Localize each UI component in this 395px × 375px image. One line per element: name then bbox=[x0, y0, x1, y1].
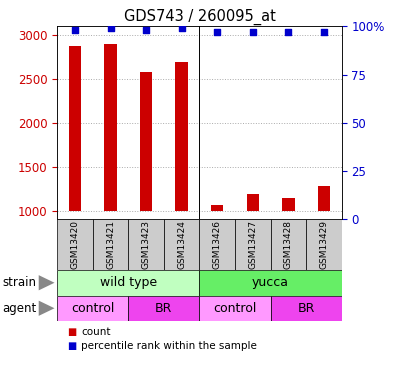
Point bbox=[214, 29, 220, 35]
Text: GSM13421: GSM13421 bbox=[106, 220, 115, 269]
Text: ■: ■ bbox=[67, 327, 76, 337]
Bar bbox=[282, 198, 295, 211]
Bar bbox=[128, 219, 164, 270]
Text: GSM13428: GSM13428 bbox=[284, 220, 293, 269]
Text: control: control bbox=[71, 302, 115, 315]
Text: strain: strain bbox=[2, 276, 36, 289]
Text: GSM13423: GSM13423 bbox=[142, 220, 150, 269]
Point bbox=[143, 27, 149, 33]
Bar bbox=[128, 296, 199, 321]
Bar bbox=[235, 219, 271, 270]
Polygon shape bbox=[39, 301, 55, 316]
Point bbox=[321, 29, 327, 35]
Bar bbox=[246, 194, 259, 211]
Bar bbox=[318, 186, 330, 211]
Point bbox=[72, 27, 78, 33]
Text: BR: BR bbox=[155, 302, 173, 315]
Text: GSM13427: GSM13427 bbox=[248, 220, 257, 269]
Text: agent: agent bbox=[2, 302, 36, 315]
Point bbox=[107, 25, 114, 31]
Bar bbox=[57, 296, 128, 321]
Bar bbox=[199, 296, 271, 321]
Point bbox=[250, 29, 256, 35]
Bar bbox=[175, 62, 188, 211]
Text: BR: BR bbox=[297, 302, 315, 315]
Bar bbox=[69, 46, 81, 211]
Text: GSM13426: GSM13426 bbox=[213, 220, 222, 269]
Text: count: count bbox=[81, 327, 111, 337]
Text: yucca: yucca bbox=[252, 276, 289, 289]
Point bbox=[179, 25, 185, 31]
Text: GSM13429: GSM13429 bbox=[320, 220, 328, 269]
Bar bbox=[164, 219, 199, 270]
Text: GSM13424: GSM13424 bbox=[177, 220, 186, 269]
Text: percentile rank within the sample: percentile rank within the sample bbox=[81, 341, 257, 351]
Text: GSM13420: GSM13420 bbox=[71, 220, 79, 269]
Bar bbox=[306, 219, 342, 270]
Title: GDS743 / 260095_at: GDS743 / 260095_at bbox=[124, 9, 275, 25]
Text: control: control bbox=[213, 302, 257, 315]
Bar bbox=[211, 206, 224, 211]
Bar bbox=[140, 72, 152, 211]
Bar bbox=[93, 219, 128, 270]
Bar bbox=[57, 270, 199, 296]
Bar bbox=[104, 44, 117, 211]
Point bbox=[285, 29, 292, 35]
Bar bbox=[57, 219, 93, 270]
Text: wild type: wild type bbox=[100, 276, 157, 289]
Bar bbox=[199, 270, 342, 296]
Polygon shape bbox=[39, 275, 55, 290]
Bar bbox=[271, 296, 342, 321]
Bar bbox=[199, 219, 235, 270]
Bar bbox=[271, 219, 306, 270]
Text: ■: ■ bbox=[67, 341, 76, 351]
